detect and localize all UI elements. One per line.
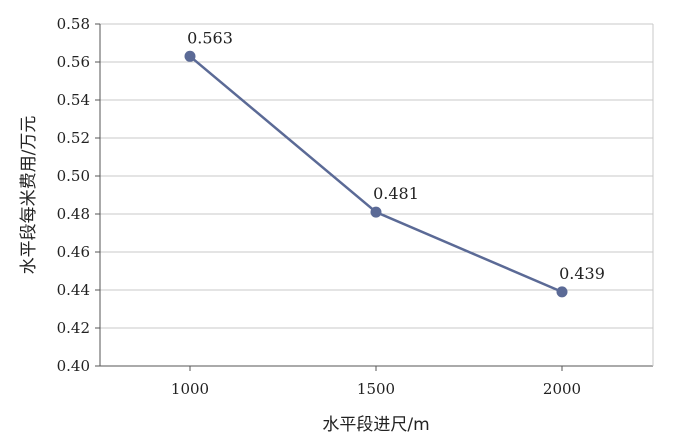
y-tick-label: 0.46 [57,243,90,261]
data-point [370,206,382,218]
axes [95,23,654,371]
x-tick-labels: 1000 1500 2000 [171,380,581,398]
y-tick-label: 0.44 [57,281,90,299]
data-point [184,50,196,62]
y-tick-label: 0.50 [57,167,90,185]
plot-area [100,24,653,366]
data-labels: 0.563 0.481 0.439 [187,28,605,283]
data-label: 0.563 [187,28,233,47]
y-tick-label: 0.58 [57,15,90,33]
y-tick-label: 0.52 [57,129,90,147]
x-tick-label: 1500 [357,380,395,398]
x-tick-label: 2000 [543,380,581,398]
y-tick-label: 0.40 [57,357,90,375]
data-label: 0.439 [559,264,605,283]
grid-lines [100,23,653,329]
data-label: 0.481 [373,184,419,203]
series-group [184,50,568,298]
y-tick-labels: 0.40 0.42 0.44 0.46 0.48 0.50 0.52 0.54 0.56 0.58 [57,15,90,375]
x-tick-label: 1000 [171,380,209,398]
y-tick-label: 0.56 [57,53,90,71]
y-tick-label: 0.48 [57,205,90,223]
y-tick-label: 0.54 [57,91,90,109]
data-point [556,286,568,298]
x-axis-title: 水平段进尺/m [322,415,429,435]
y-tick-label: 0.42 [57,319,90,337]
y-axis-title: 水平段每米费用/万元 [19,116,39,275]
